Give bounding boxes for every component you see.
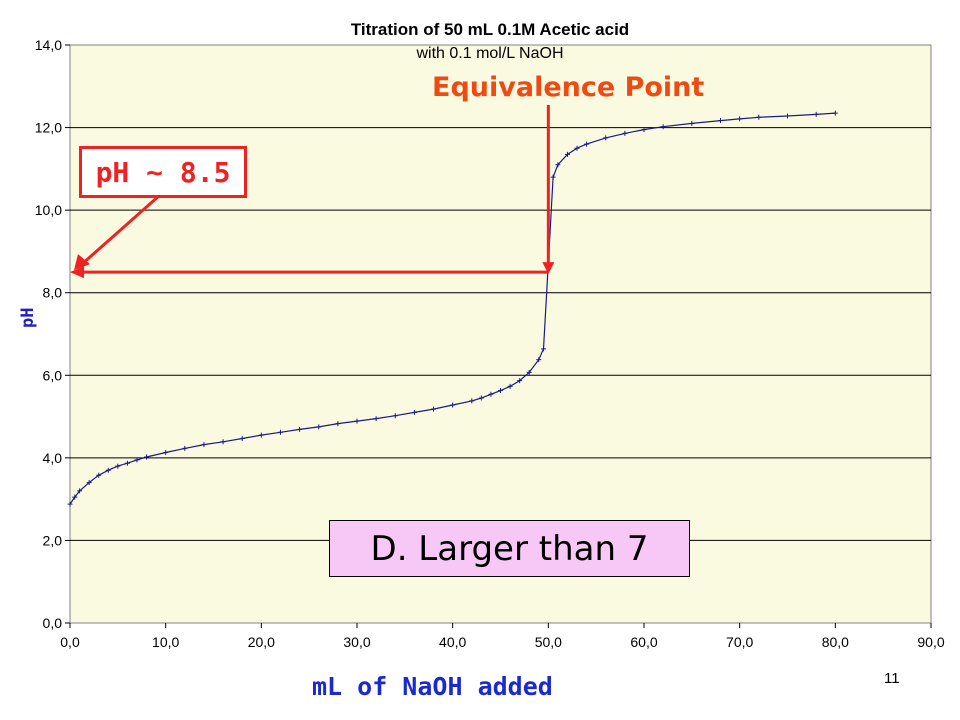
x-tick-label: 50,0 [535, 634, 562, 650]
y-tick-label: 10,0 [35, 202, 62, 218]
y-tick-label: 8,0 [43, 285, 63, 301]
data-point [297, 426, 303, 432]
x-tick-label: 90,0 [917, 634, 944, 650]
data-point [431, 406, 437, 412]
data-point [526, 369, 532, 375]
data-point [124, 460, 130, 466]
chart-title: Titration of 50 mL 0.1M Acetic acid [350, 20, 630, 39]
data-point [115, 463, 121, 469]
y-tick-label: 0,0 [43, 615, 63, 631]
data-point [550, 174, 556, 180]
data-point [469, 398, 475, 404]
y-tick-label: 12,0 [35, 120, 62, 136]
data-point [584, 141, 590, 147]
data-point [67, 501, 73, 507]
x-tick-label: 30,0 [343, 634, 370, 650]
x-tick-label: 60,0 [630, 634, 657, 650]
ph-callout: pH ~ 8.5 [79, 146, 247, 198]
x-tick-label: 0,0 [60, 634, 80, 650]
data-point [536, 357, 542, 363]
x-tick-label: 20,0 [248, 634, 275, 650]
data-point [660, 124, 666, 130]
ph-level-arrowhead [70, 266, 84, 279]
chart-subtitle: with 0.1 mol/L NaOH [416, 45, 564, 62]
data-point [392, 413, 398, 419]
y-tick-label: 2,0 [43, 532, 63, 548]
data-point [641, 127, 647, 133]
answer-option-d[interactable]: D. Larger than 7 [329, 520, 690, 577]
data-point [258, 432, 264, 438]
ph-callout-arrowhead [74, 254, 90, 271]
data-point [718, 118, 724, 124]
data-point [450, 402, 456, 408]
data-point [96, 472, 102, 478]
data-point [335, 421, 341, 427]
data-point [603, 135, 609, 141]
x-tick-label: 70,0 [726, 634, 753, 650]
data-point [277, 429, 283, 435]
data-point [541, 346, 547, 352]
data-point [564, 151, 570, 157]
x-tick-label: 10,0 [152, 634, 179, 650]
y-tick-label: 4,0 [43, 450, 63, 466]
data-point [354, 418, 360, 424]
x-axis-label: mL of NaOH added [312, 672, 553, 701]
data-point [201, 442, 207, 448]
data-point [689, 120, 695, 126]
data-point [737, 116, 743, 122]
data-point [498, 388, 503, 394]
data-point [163, 449, 169, 455]
equivalence-arrowhead [542, 262, 555, 275]
data-point [220, 439, 226, 445]
data-point [77, 488, 83, 494]
data-point [785, 113, 790, 119]
x-tick-label: 80,0 [822, 634, 849, 650]
data-point [316, 424, 322, 430]
data-point [411, 409, 417, 415]
data-point [105, 467, 111, 473]
data-point [756, 114, 762, 120]
equivalence-point-label: Equivalence Point [432, 72, 705, 103]
data-point [622, 130, 628, 136]
data-point [832, 110, 838, 116]
data-point [517, 378, 523, 384]
data-point [134, 457, 140, 463]
data-point [507, 383, 513, 389]
data-point [373, 416, 379, 422]
data-point [86, 480, 92, 486]
y-tick-label: 14,0 [35, 37, 62, 53]
data-point [574, 145, 580, 151]
data-point [239, 435, 245, 441]
titration-curve [69, 112, 836, 505]
data-point [555, 162, 561, 168]
x-tick-label: 40,0 [439, 634, 466, 650]
y-tick-label: 6,0 [43, 367, 63, 383]
data-point [182, 445, 188, 451]
ph-callout-arrow-line [81, 193, 161, 266]
data-point [478, 395, 484, 401]
slide-number: 11 [884, 670, 900, 687]
data-point [488, 391, 494, 397]
data-point [813, 111, 819, 117]
data-point [72, 494, 78, 500]
data-point [144, 454, 150, 460]
y-axis-label: pH [18, 307, 38, 328]
